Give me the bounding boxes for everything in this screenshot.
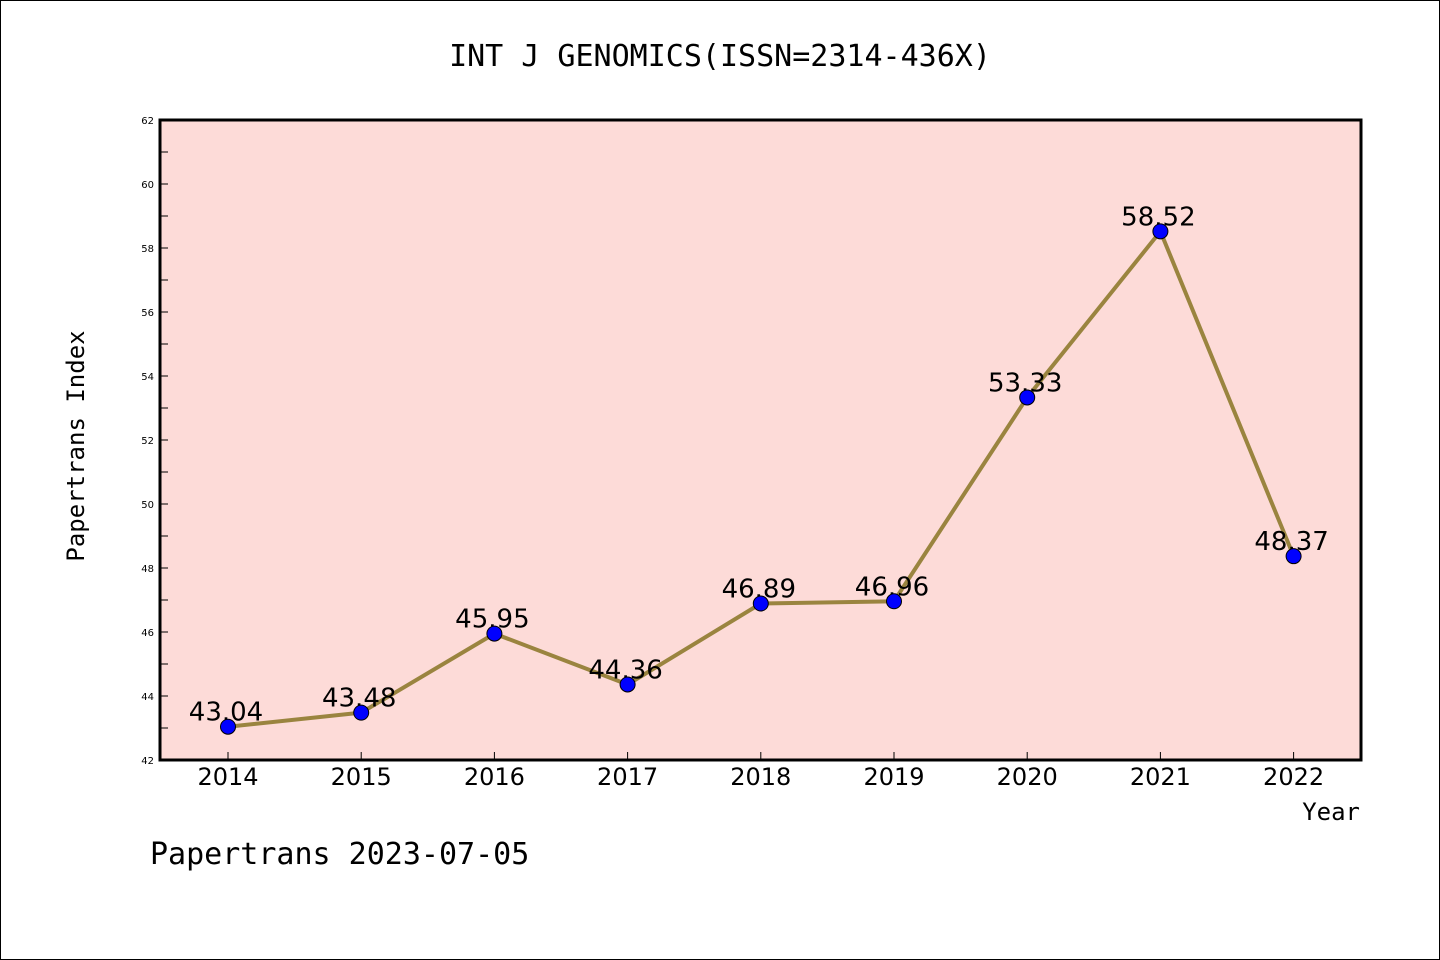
data-point	[886, 593, 902, 610]
data-point	[752, 595, 769, 612]
x-tick-label: 2021	[1130, 763, 1191, 791]
data-point	[220, 718, 236, 735]
x-tick-label: 2014	[197, 763, 258, 791]
y-axis-label: Papertrans Index	[62, 330, 90, 561]
y-tick-label: 60	[141, 180, 154, 191]
y-tick-label: 48	[141, 564, 154, 575]
data-point	[486, 625, 503, 642]
y-tick-label: 42	[141, 756, 154, 767]
y-tick-label: 46	[141, 628, 154, 639]
x-tick-label: 2015	[331, 763, 392, 791]
y-axis: 42 44 46 48 50 52 54 56 58 60 62	[141, 116, 168, 767]
x-tick-label: 2020	[997, 763, 1058, 791]
x-tick-label: 2018	[730, 763, 791, 791]
data-point	[1285, 548, 1302, 565]
x-tick-label: 2019	[863, 763, 924, 791]
data-point	[619, 676, 636, 693]
x-axis: 2014 2015 2016 2017 2018 2019 2020 2021 2022	[197, 752, 1324, 791]
y-tick-label: 56	[141, 308, 154, 319]
x-axis-label: Year	[1302, 798, 1360, 826]
y-tick-label: 44	[141, 692, 154, 703]
data-point	[1019, 389, 1036, 406]
chart-title: INT J GENOMICS(ISSN=2314-436X)	[449, 39, 991, 74]
y-tick-label: 54	[141, 372, 154, 383]
y-tick-label: 62	[141, 116, 154, 127]
data-point	[353, 704, 370, 721]
data-point	[1152, 223, 1169, 240]
y-tick-label: 58	[141, 244, 154, 255]
y-tick-label: 52	[141, 436, 154, 447]
x-tick-label: 2016	[464, 763, 525, 791]
footer-text: Papertrans 2023-07-05	[150, 837, 529, 872]
x-tick-label: 2017	[597, 763, 658, 791]
x-tick-label: 2022	[1263, 763, 1324, 791]
y-tick-label: 50	[141, 500, 154, 511]
